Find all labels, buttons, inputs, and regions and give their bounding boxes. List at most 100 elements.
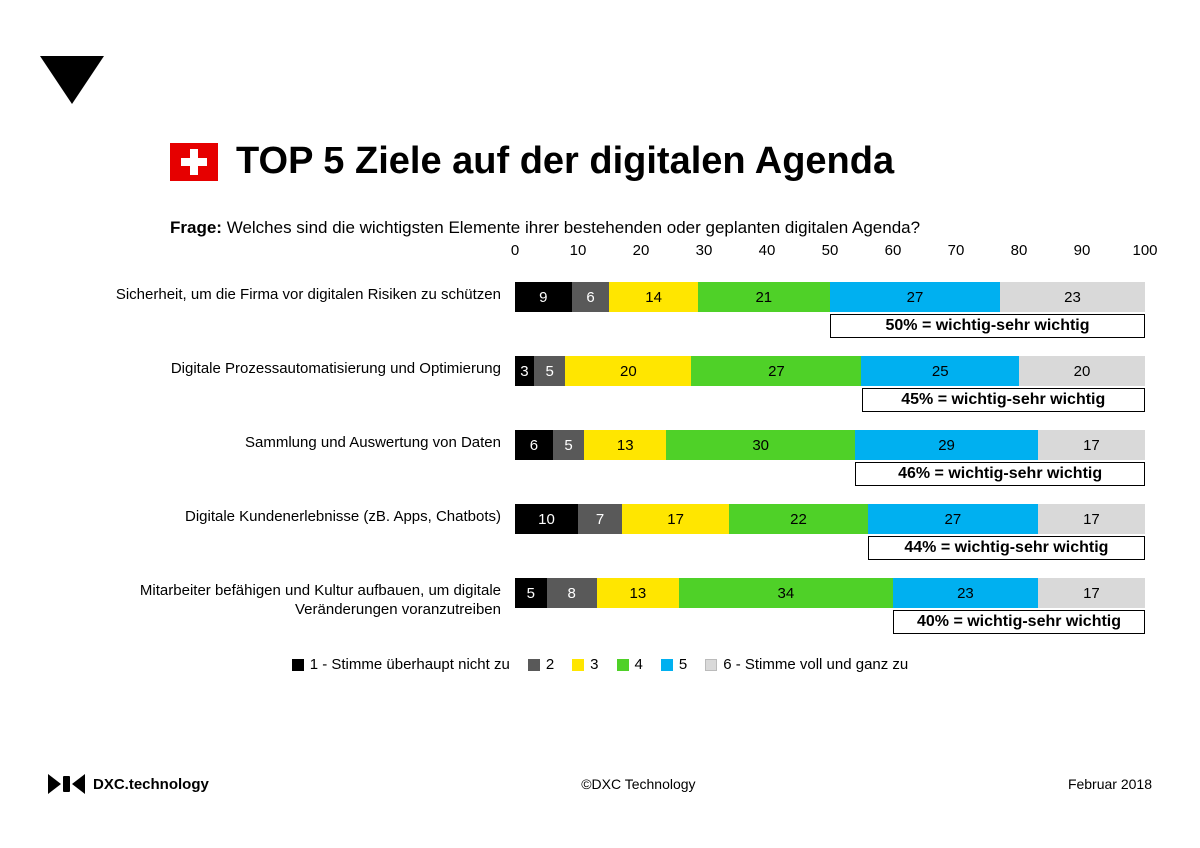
x-tick: 80 (1011, 242, 1028, 259)
row-label: Sammlung und Auswertung von Daten (60, 430, 515, 453)
legend-swatch-icon (661, 659, 673, 671)
x-tick: 100 (1132, 242, 1157, 259)
stacked-bar: 9614212723 (515, 282, 1145, 312)
bar-segment: 25 (861, 356, 1019, 386)
bar-segment: 17 (1038, 504, 1145, 534)
x-tick: 70 (948, 242, 965, 259)
swiss-flag-icon (170, 143, 218, 181)
bar-segment: 23 (893, 578, 1038, 608)
legend-label: 3 (590, 656, 598, 673)
logo-text: DXC.technology (93, 776, 209, 793)
legend-item: 3 (572, 656, 598, 673)
footer: DXC.technology ©DXC Technology Februar 2… (48, 774, 1152, 794)
row-body: 581334231740% = wichtig-sehr wichtig (515, 578, 1145, 634)
legend-item: 5 (661, 656, 687, 673)
legend-label: 6 - Stimme voll und ganz zu (723, 656, 908, 673)
question-text: Welches sind die wichtigsten Elemente ih… (227, 218, 920, 237)
stacked-bar: 5813342317 (515, 578, 1145, 608)
bar-segment: 17 (1038, 430, 1145, 460)
copyright: ©DXC Technology (581, 776, 695, 792)
legend-swatch-icon (572, 659, 584, 671)
x-tick: 60 (885, 242, 902, 259)
x-tick: 20 (633, 242, 650, 259)
bar-segment: 10 (515, 504, 578, 534)
row-body: 1071722271744% = wichtig-sehr wichtig (515, 504, 1145, 560)
bar-segment: 27 (691, 356, 861, 386)
row-label: Digitale Kundenerlebnisse (zB. Apps, Cha… (60, 504, 515, 527)
chart-row: Sammlung und Auswertung von Daten6513302… (60, 430, 1160, 486)
question-line: Frage: Welches sind die wichtigsten Elem… (170, 218, 920, 238)
bar-segment: 13 (584, 430, 666, 460)
bar-segment: 3 (515, 356, 534, 386)
legend-label: 4 (635, 656, 643, 673)
title-row: TOP 5 Ziele auf der digitalen Agenda (170, 140, 894, 183)
chart-row: Digitale Prozessautomatisierung und Opti… (60, 356, 1160, 412)
bar-segment: 6 (515, 430, 553, 460)
x-tick: 90 (1074, 242, 1091, 259)
bar-segment: 9 (515, 282, 572, 312)
legend-item: 6 - Stimme voll und ganz zu (705, 656, 908, 673)
legend-swatch-icon (617, 659, 629, 671)
bar-segment: 6 (572, 282, 610, 312)
stacked-bar: 3520272520 (515, 356, 1145, 386)
legend: 1 - Stimme überhaupt nicht zu 2 3 4 5 6 - Sti… (0, 656, 1200, 673)
legend-swatch-icon (292, 659, 304, 671)
x-tick: 30 (696, 242, 713, 259)
chart: 0 10 20 30 40 50 60 70 80 90 100 Sicherheit, um di… (60, 242, 1160, 634)
decor-triangle-icon (40, 56, 104, 104)
callout: 50% = wichtig-sehr wichtig (830, 314, 1145, 338)
x-tick: 50 (822, 242, 839, 259)
row-body: 352027252045% = wichtig-sehr wichtig (515, 356, 1145, 412)
footer-date: Februar 2018 (1068, 776, 1152, 792)
slide-title: TOP 5 Ziele auf der digitalen Agenda (236, 140, 894, 183)
legend-label: 1 - Stimme überhaupt nicht zu (310, 656, 510, 673)
legend-item: 2 (528, 656, 554, 673)
row-label: Mitarbeiter befähigen und Kultur aufbaue… (60, 578, 515, 620)
bar-segment: 13 (597, 578, 679, 608)
logo: DXC.technology (48, 774, 209, 794)
callout: 40% = wichtig-sehr wichtig (893, 610, 1145, 634)
question-label: Frage: (170, 218, 222, 237)
logo-mark-icon (48, 774, 85, 794)
legend-item: 4 (617, 656, 643, 673)
callout: 44% = wichtig-sehr wichtig (868, 536, 1145, 560)
x-tick: 0 (511, 242, 519, 259)
bar-segment: 17 (1038, 578, 1145, 608)
bar-segment: 14 (609, 282, 697, 312)
legend-label: 5 (679, 656, 687, 673)
bar-segment: 5 (553, 430, 585, 460)
bar-segment: 27 (868, 504, 1038, 534)
bar-segment: 30 (666, 430, 855, 460)
bar-segment: 27 (830, 282, 1000, 312)
row-label: Sicherheit, um die Firma vor digitalen R… (60, 282, 515, 305)
bar-segment: 8 (547, 578, 597, 608)
chart-row: Digitale Kundenerlebnisse (zB. Apps, Cha… (60, 504, 1160, 560)
callout: 46% = wichtig-sehr wichtig (855, 462, 1145, 486)
legend-item: 1 - Stimme überhaupt nicht zu (292, 656, 510, 673)
row-label: Digitale Prozessautomatisierung und Opti… (60, 356, 515, 379)
chart-row: Mitarbeiter befähigen und Kultur aufbaue… (60, 578, 1160, 634)
bar-segment: 17 (622, 504, 729, 534)
bar-segment: 20 (1019, 356, 1145, 386)
x-tick: 10 (570, 242, 587, 259)
stacked-bar: 10717222717 (515, 504, 1145, 534)
legend-swatch-icon (528, 659, 540, 671)
bar-segment: 21 (698, 282, 830, 312)
bar-segment: 22 (729, 504, 868, 534)
bar-segment: 7 (578, 504, 622, 534)
bar-segment: 29 (855, 430, 1038, 460)
bar-segment: 5 (534, 356, 566, 386)
bar-segment: 34 (679, 578, 893, 608)
legend-swatch-icon (705, 659, 717, 671)
chart-row: Sicherheit, um die Firma vor digitalen R… (60, 282, 1160, 338)
legend-label: 2 (546, 656, 554, 673)
bar-segment: 5 (515, 578, 547, 608)
stacked-bar: 6513302917 (515, 430, 1145, 460)
bar-segment: 23 (1000, 282, 1145, 312)
row-body: 651330291746% = wichtig-sehr wichtig (515, 430, 1145, 486)
x-axis: 0 10 20 30 40 50 60 70 80 90 100 (60, 242, 1160, 264)
x-tick: 40 (759, 242, 776, 259)
row-body: 961421272350% = wichtig-sehr wichtig (515, 282, 1145, 338)
bar-segment: 20 (565, 356, 691, 386)
callout: 45% = wichtig-sehr wichtig (862, 388, 1146, 412)
